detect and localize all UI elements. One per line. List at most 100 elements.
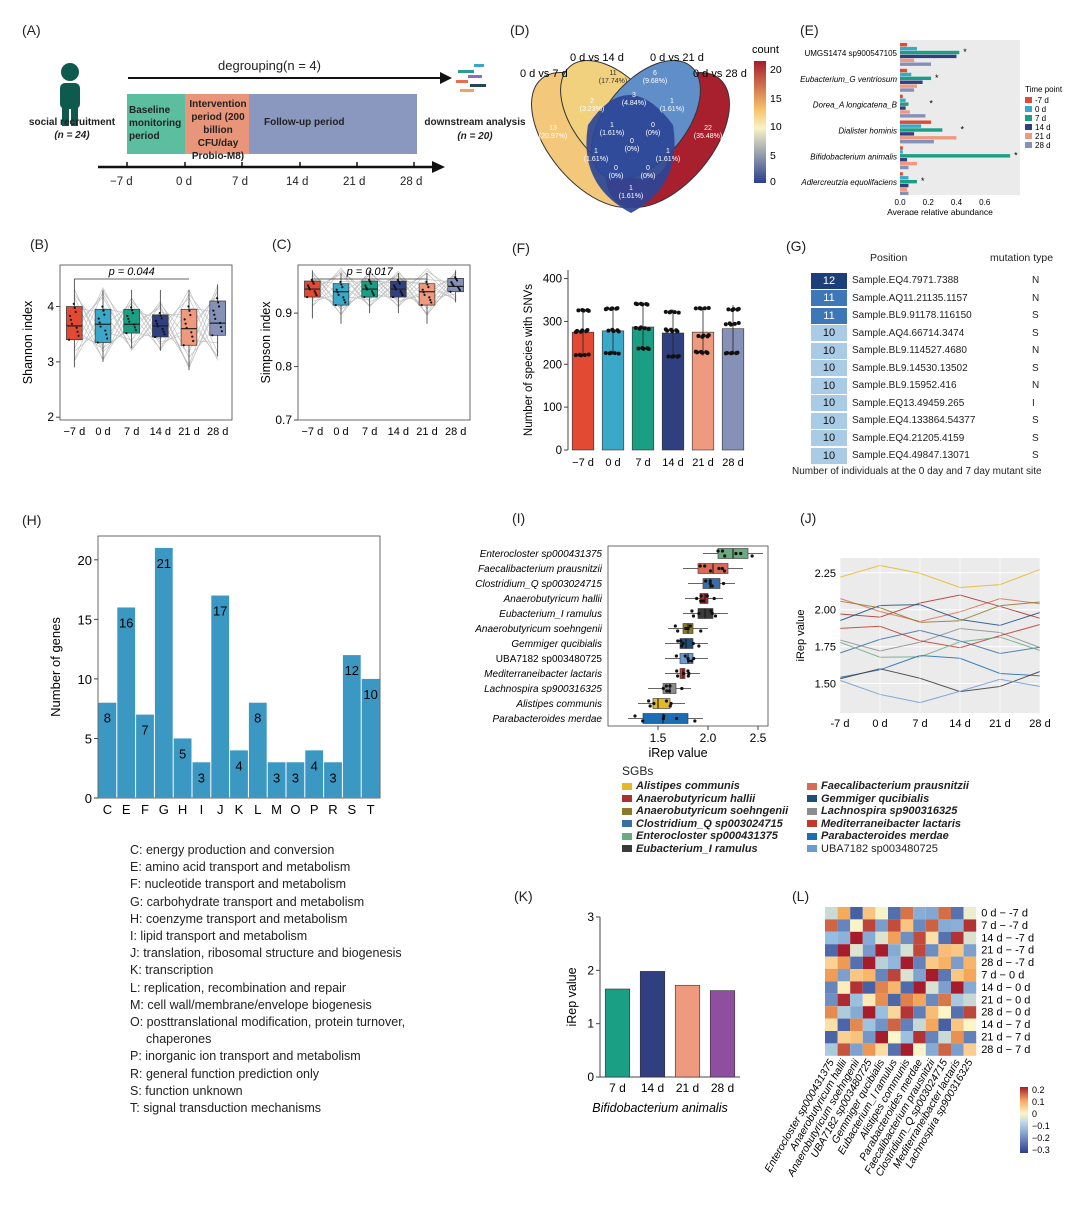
heatmap-cell [850, 1018, 863, 1031]
abundance-bar [900, 76, 932, 81]
sgbs-legend-item: Mediterraneibacter lactaris [807, 818, 961, 830]
heatmap-cell [862, 1018, 876, 1031]
mutation-type-cell: S [1032, 327, 1039, 339]
heatmap-cell [938, 919, 951, 932]
heatmap-cell [963, 1018, 977, 1031]
data-point [739, 551, 743, 556]
y-tick-label: 1 [587, 1017, 594, 1031]
heatmap-cell [963, 907, 977, 920]
data-point [335, 288, 338, 291]
x-tick-label: 14 d [641, 1081, 664, 1095]
x-tick-label: J [217, 802, 224, 817]
venn-set-label: 0 d vs 7 d [520, 68, 568, 80]
data-point [703, 564, 707, 568]
x-tick-label: 28 d [1029, 718, 1050, 730]
data-point [126, 314, 129, 318]
heatmap-cell [900, 993, 914, 1007]
data-point [336, 291, 339, 294]
data-point [457, 287, 461, 290]
data-point [420, 303, 423, 307]
data-point [580, 328, 585, 333]
heatmap-cell [875, 969, 888, 982]
data-point [586, 308, 591, 313]
data-point [706, 305, 711, 310]
abundance-bar [900, 154, 1011, 158]
irep-bar [604, 988, 631, 1078]
data-point [219, 325, 223, 329]
x-tick-label: 14 d [662, 457, 683, 469]
data-point [662, 714, 666, 718]
heatmap-cell [963, 993, 977, 1007]
data-point [680, 686, 684, 691]
gene-bar [117, 607, 136, 798]
data-point [451, 282, 454, 285]
heatmap-cell [951, 919, 964, 932]
position-cell: Sample.AQ4.66714.3474 [852, 327, 965, 339]
data-point [668, 309, 673, 314]
legend-label: 0 d [1035, 105, 1046, 114]
data-point [101, 305, 104, 308]
data-point [313, 290, 316, 293]
data-point [671, 354, 676, 359]
x-tick-label: −7 d [301, 426, 323, 438]
data-point [732, 321, 737, 326]
data-point [192, 339, 195, 343]
data-point [104, 329, 107, 332]
x-tick-label: F [141, 802, 149, 817]
legend-label: 28 d [1035, 141, 1051, 150]
sgbs-legend-title: SGBs [622, 764, 654, 778]
data-point [312, 282, 315, 285]
individual-line [74, 287, 218, 361]
species-label: Gemmiger qucibialis [511, 639, 602, 650]
legend-swatch [1025, 97, 1032, 103]
row-label: 7 d − 0 d [981, 970, 1024, 982]
y-tick-label: 20 [78, 553, 92, 568]
data-point [423, 293, 426, 296]
irep-bar [709, 990, 736, 1078]
individual-count-cell: 10 [810, 394, 848, 413]
data-point [605, 306, 610, 311]
y-tick-label: 0.7 [275, 413, 292, 427]
intervention-phase-label: Intervention period (200 billion CFU/day… [189, 99, 247, 162]
x-tick-label: 1.5 [650, 731, 667, 745]
x-tick-label: 2.0 [700, 731, 717, 745]
row-label: 14 d − 0 d [981, 982, 1030, 994]
x-tick-label: 7 d [124, 426, 139, 438]
x-tick-label: 28 d [445, 426, 466, 438]
y-tick-label: 1.75 [815, 642, 836, 654]
heatmap-cell [938, 956, 951, 969]
table-row: 10 Sample.AQ4.66714.3474 S [810, 324, 1070, 343]
data-point [125, 331, 128, 335]
heatmap-cell [951, 969, 964, 982]
data-point [216, 301, 220, 304]
recruitment-label: social recruitment [28, 117, 116, 128]
heatmap-cell [938, 1043, 951, 1056]
data-point [665, 689, 669, 693]
panel-label-i: (I) [512, 510, 526, 526]
heatmap-cell [900, 919, 914, 932]
data-point [343, 298, 346, 302]
data-point [612, 351, 617, 356]
box [418, 283, 436, 306]
data-point [668, 684, 672, 688]
position-cell: Sample.BL9.114527.4680 [852, 345, 967, 357]
gene-bar [305, 750, 324, 798]
abundance-bar [900, 165, 909, 170]
individual-count-cell: 10 [810, 411, 848, 430]
venn-percent: (1.61%) [660, 106, 685, 113]
data-point [690, 659, 694, 663]
box [209, 300, 226, 336]
box [94, 308, 112, 343]
legend-label: -7 d [1035, 96, 1049, 105]
heatmap-cell [850, 1043, 863, 1056]
data-point [693, 719, 697, 723]
individual-line [312, 267, 456, 302]
venn-count: 3 [632, 92, 636, 99]
gene-bar [267, 762, 286, 798]
data-point [720, 566, 724, 571]
heatmap-cell [913, 907, 926, 920]
position-cell: Sample.EQ4.7971.7388 [852, 275, 959, 287]
abundance-bar-chart: UMGS1474 sp900547105 * Eubacterium_G ventr… [800, 40, 1063, 215]
colorbar-tick: 10 [770, 121, 782, 133]
x-tick-label: −7 d [572, 457, 594, 469]
